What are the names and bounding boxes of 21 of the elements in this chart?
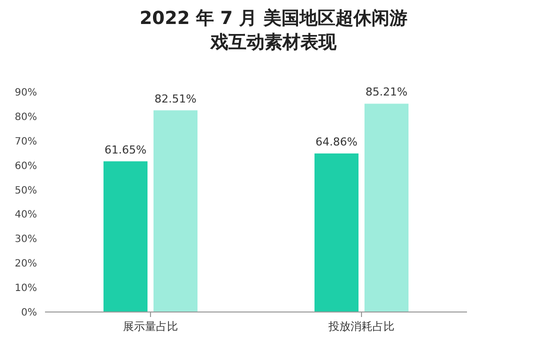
data-label: 64.86% xyxy=(316,135,358,148)
y-tick-label: 30% xyxy=(14,234,37,246)
x-tick-label: 展示量占比 xyxy=(123,320,178,333)
data-label: 85.21% xyxy=(366,86,408,99)
chart-title: 2022 年 7 月 美国地区超休闲游戏互动素材表现 xyxy=(140,8,408,53)
y-tick-label: 20% xyxy=(14,258,37,270)
bar xyxy=(314,153,358,312)
bar xyxy=(364,104,408,312)
bar xyxy=(104,161,148,312)
y-tick-label: 70% xyxy=(14,136,37,148)
y-tick-label: 10% xyxy=(14,283,37,294)
data-label: 61.65% xyxy=(104,143,146,156)
y-tick-label: 60% xyxy=(14,160,37,172)
x-tick-label: 投放消耗占比 xyxy=(328,320,394,333)
y-tick-label: 90% xyxy=(14,88,37,98)
y-tick-label: 50% xyxy=(14,185,37,196)
y-tick-label: 80% xyxy=(14,112,37,123)
data-label: 82.51% xyxy=(154,92,196,106)
y-tick-label: 40% xyxy=(14,210,37,221)
bar xyxy=(154,110,198,312)
y-tick-label: 0% xyxy=(21,308,37,318)
